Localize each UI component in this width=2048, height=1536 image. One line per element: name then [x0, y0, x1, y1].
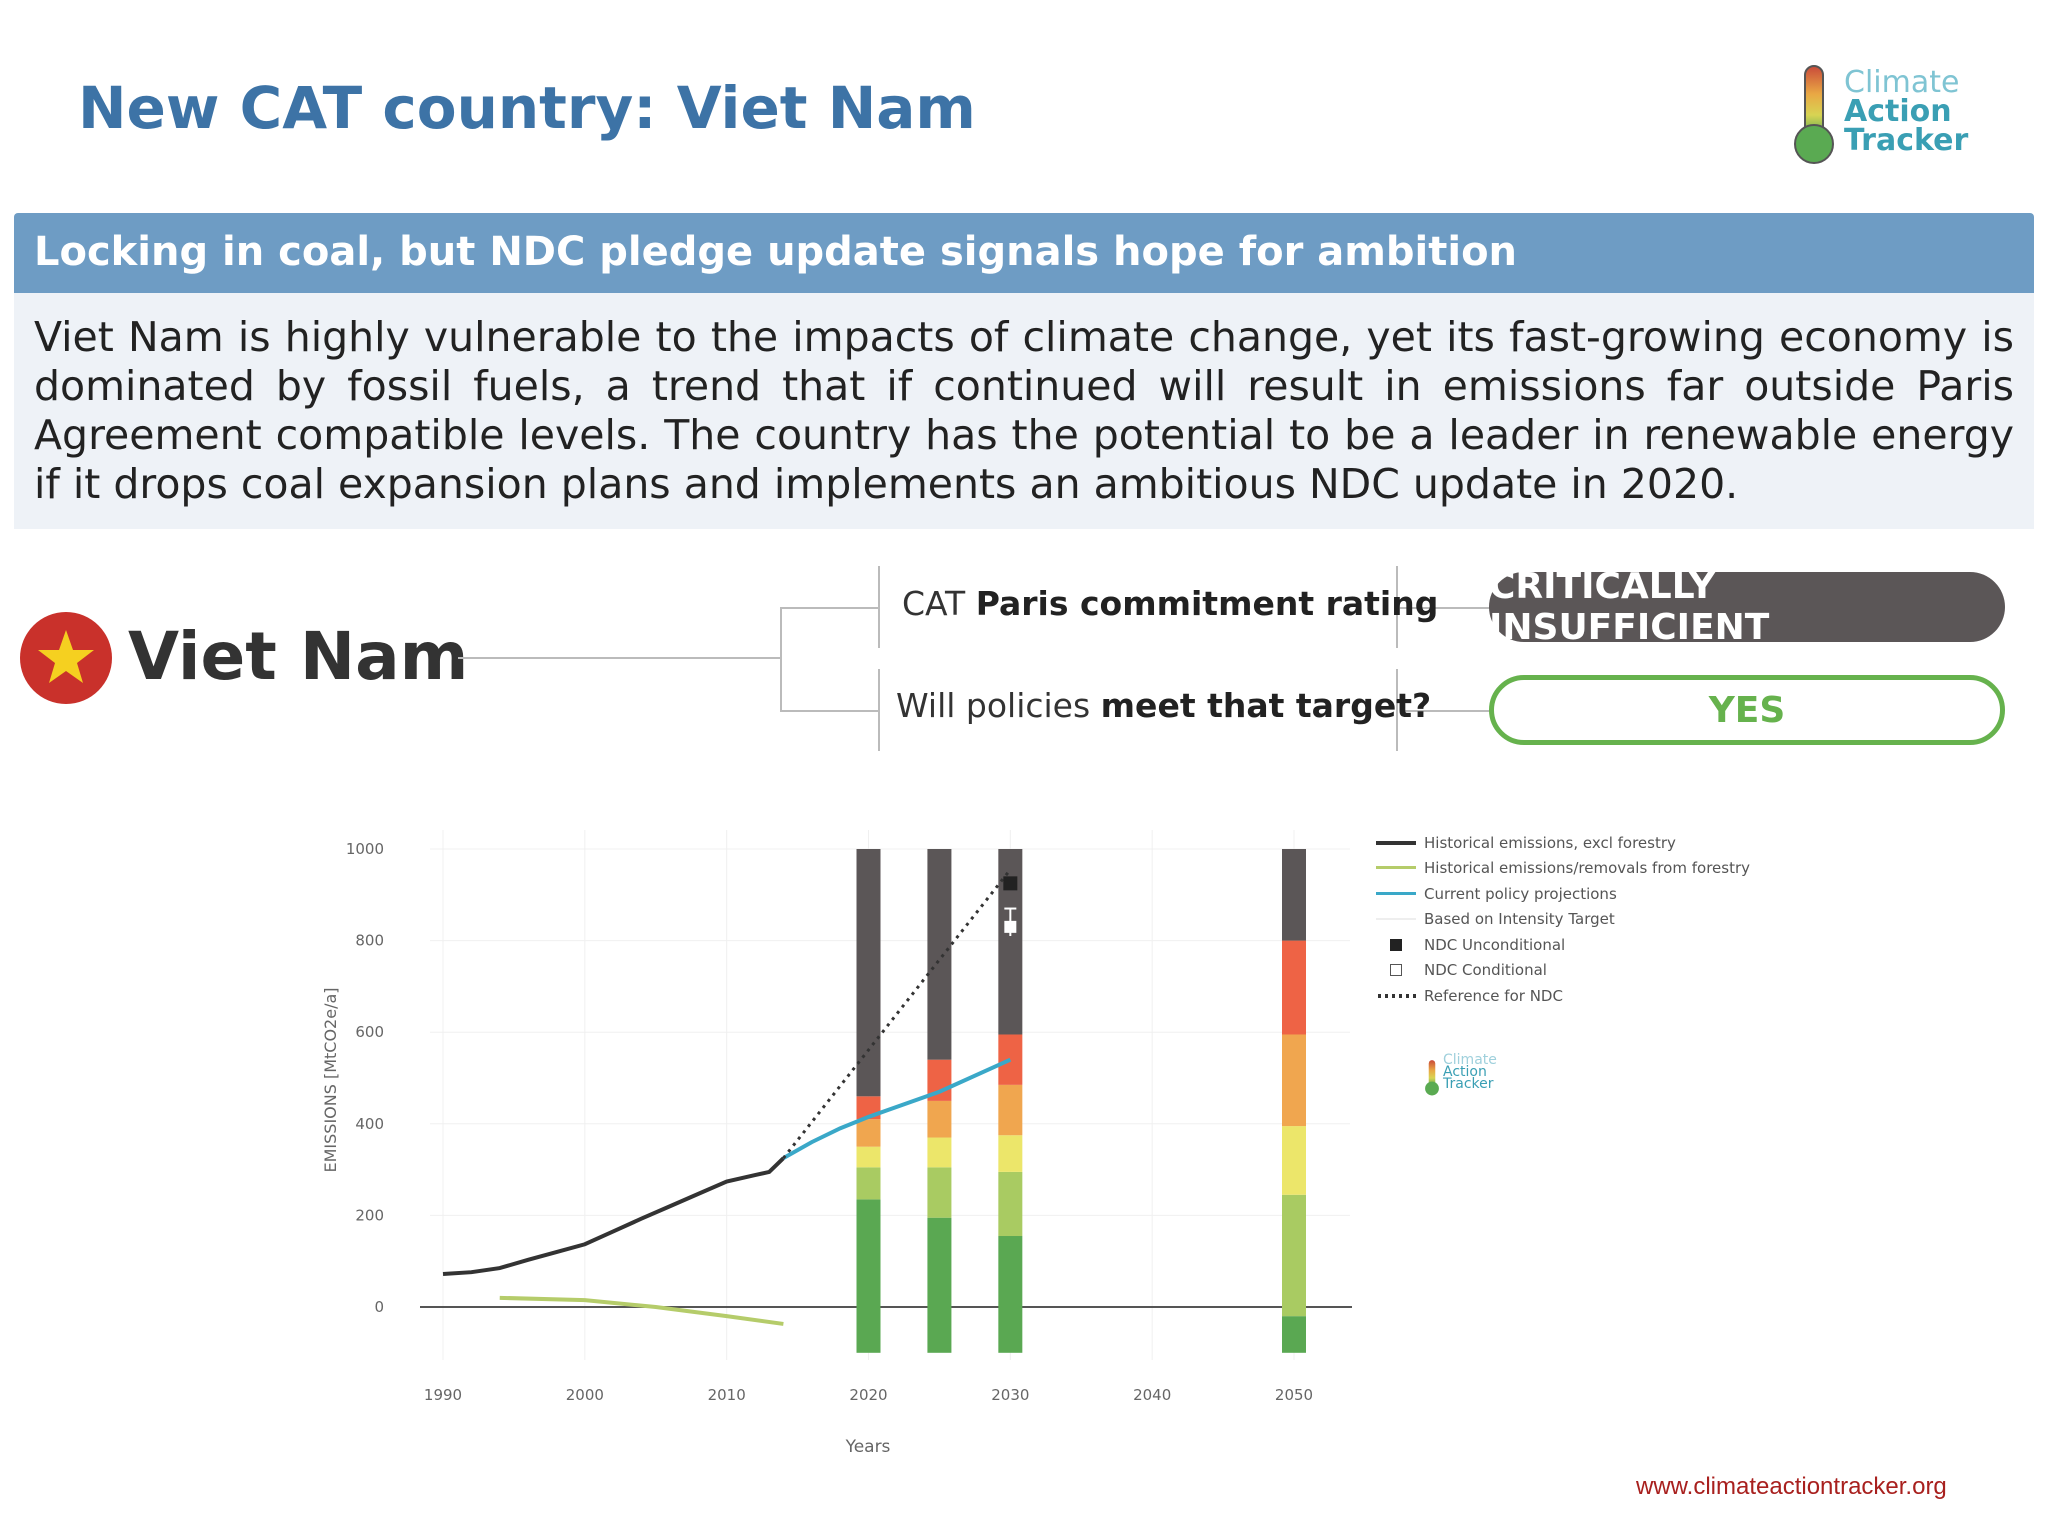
legend-label: Current policy projections: [1424, 884, 1617, 903]
rating-band-2050: [1282, 940, 1306, 1035]
rating-band-2030: [998, 1034, 1023, 1085]
thermometer-icon: [1794, 65, 1834, 164]
headline-bar: Locking in coal, but NDC pledge update s…: [14, 213, 2034, 293]
rating-band-2025: [927, 1100, 952, 1138]
legend-item: Historical emissions/removals from fores…: [1376, 856, 1750, 882]
x-tick-label: 2040: [1133, 1386, 1171, 1404]
rating-band-2050: [1282, 1194, 1306, 1317]
legend-label: Historical emissions, excl forestry: [1424, 833, 1676, 852]
rating-band-2030: [998, 1084, 1023, 1136]
connector: [780, 607, 880, 609]
rating-label-box: [878, 566, 1398, 648]
connector: [458, 657, 780, 659]
x-tick-label: 2050: [1275, 1386, 1313, 1404]
rating-band-2030: [998, 1135, 1023, 1172]
x-tick-label: 2030: [991, 1386, 1029, 1404]
logo-text-action: Action: [1844, 94, 1952, 129]
legend-item: NDC Unconditional: [1376, 932, 1750, 958]
rating-band-2025: [927, 1167, 952, 1218]
thermometer-icon: [1425, 1060, 1439, 1096]
connector: [1400, 710, 1490, 712]
cat-logo: Climate Action Tracker: [1792, 64, 1992, 168]
series-line-1: [499, 1295, 784, 1326]
x-tick-label: 2010: [708, 1386, 746, 1404]
q2-bold: meet that target?: [1100, 686, 1432, 725]
legend-item: NDC Conditional: [1376, 958, 1750, 984]
rating-band-2050: [1282, 849, 1306, 941]
rating-band-2020: [856, 1167, 881, 1200]
rating-band-2025: [927, 1217, 952, 1353]
page-title: New CAT country: Viet Nam: [78, 74, 976, 142]
y-tick-label: 0: [374, 1298, 384, 1316]
series-line-0: [442, 1156, 785, 1277]
rating-question: CAT Paris commitment rating: [902, 584, 1438, 623]
series-line-2: [782, 1057, 1012, 1160]
rating-band-2025: [927, 849, 952, 1060]
rating-band-2030: [998, 1236, 1023, 1353]
rating-band-2020: [856, 1119, 881, 1147]
y-tick-label: 200: [355, 1206, 384, 1224]
x-tick-label: 1990: [424, 1386, 462, 1404]
connector: [780, 607, 782, 711]
chart-legend: Historical emissions, excl forestry Hist…: [1376, 830, 1750, 1009]
mini-logo-text: Climate: [1443, 1052, 1497, 1068]
y-tick-label: 1000: [346, 840, 384, 858]
mini-logo-text: Tracker: [1443, 1076, 1494, 1092]
logo-text-tracker: Tracker: [1844, 123, 1969, 158]
legend-item: Current policy projections: [1376, 881, 1750, 907]
legend-item: Historical emissions, excl forestry: [1376, 830, 1750, 856]
legend-label: Historical emissions/removals from fores…: [1424, 859, 1751, 878]
x-tick-label: 2000: [566, 1386, 604, 1404]
rating-band-2050: [1282, 1034, 1306, 1127]
ndc-conditional-point: [1004, 920, 1017, 933]
legend-label: Reference for NDC: [1424, 986, 1563, 1005]
rating-band-2030: [998, 1171, 1023, 1237]
connector: [780, 710, 880, 712]
policy-question: Will policies meet that target?: [896, 686, 1431, 725]
x-axis-label: Years: [845, 1437, 891, 1457]
connector: [1400, 607, 1490, 609]
y-tick-label: 600: [355, 1023, 384, 1041]
rating-band-2050: [1282, 1316, 1306, 1353]
vietnam-flag-icon: [20, 612, 112, 704]
series-line-3: [782, 868, 1012, 1160]
rating-band-2020: [856, 1146, 881, 1168]
x-tick-label: 2020: [849, 1386, 887, 1404]
summary-text: Viet Nam is highly vulnerable to the imp…: [14, 293, 2034, 529]
y-axis-label: EMISSIONS [MtCO2e/a]: [321, 987, 340, 1172]
q2-text: Will policies: [896, 686, 1101, 725]
legend-item: Based on Intensity Target: [1376, 907, 1750, 933]
legend-label: NDC Conditional: [1424, 961, 1547, 980]
rating-band-2020: [856, 1199, 881, 1353]
country-name: Viet Nam: [128, 618, 469, 695]
rating-band-2025: [927, 1137, 952, 1168]
q1-bold: Paris commitment rating: [975, 584, 1439, 623]
ndc-unconditional-point: [1003, 876, 1018, 891]
rating-badge: CRITICALLY INSUFFICIENT: [1489, 566, 2005, 648]
y-tick-label: 800: [355, 932, 384, 950]
source-url[interactable]: www.climateactiontracker.org: [1636, 1473, 1947, 1500]
rating-band-2050: [1282, 1126, 1306, 1195]
policy-badge: YES: [1489, 675, 2005, 745]
legend-label: Based on Intensity Target: [1424, 910, 1615, 929]
legend-label: NDC Unconditional: [1424, 935, 1566, 954]
legend-item: Reference for NDC: [1376, 983, 1750, 1009]
policy-label-box: [878, 669, 1398, 751]
rating-band-2020: [856, 849, 881, 1097]
mini-logo-text: Action: [1443, 1064, 1487, 1080]
chart-logo: Climate Action Tracker: [1424, 1052, 1497, 1102]
q1-text: CAT: [902, 584, 976, 623]
logo-text-climate: Climate: [1844, 65, 1960, 100]
y-tick-label: 400: [355, 1115, 384, 1133]
